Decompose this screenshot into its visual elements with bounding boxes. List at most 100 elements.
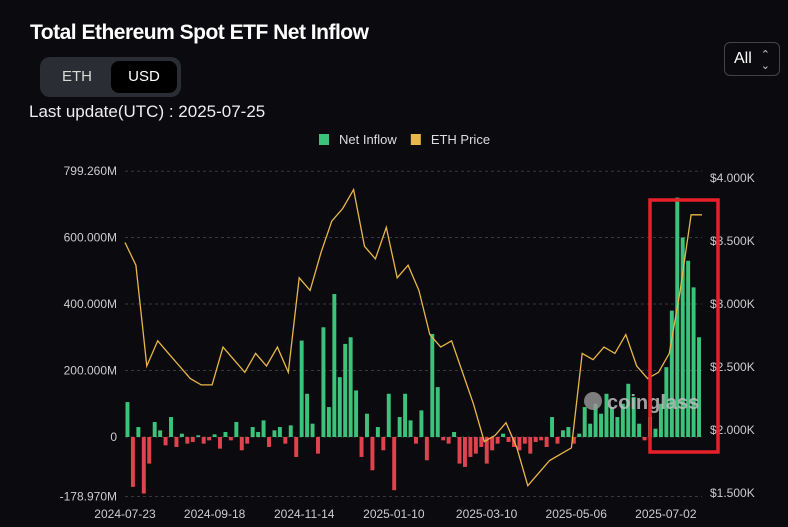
inflow-bar xyxy=(196,435,201,437)
inflow-bar xyxy=(207,437,212,441)
legend-swatch xyxy=(410,134,421,145)
inflow-bar xyxy=(267,437,271,447)
y-tick-left: 799.260M xyxy=(64,164,117,178)
inflow-bar xyxy=(664,367,669,437)
inflow-bar xyxy=(506,437,511,442)
inflow-bar xyxy=(228,437,233,441)
inflow-bar xyxy=(691,287,696,437)
inflow-bar xyxy=(560,430,565,437)
inflow-bar xyxy=(272,430,277,437)
inflow-bar xyxy=(555,437,560,444)
inflow-bar xyxy=(163,437,168,446)
x-tick: 2024-09-18 xyxy=(184,507,246,521)
inflow-bar xyxy=(446,437,451,444)
inflow-bar xyxy=(528,437,533,454)
inflow-bar xyxy=(332,294,337,437)
x-tick: 2025-05-06 xyxy=(546,507,608,521)
legend-label: ETH Price xyxy=(431,132,490,147)
inflow-bar xyxy=(408,420,413,437)
inflow-bar xyxy=(675,197,680,437)
inflow-bar xyxy=(250,427,255,437)
inflow-bar xyxy=(299,340,304,437)
inflow-bar xyxy=(680,237,685,437)
y-tick-right: $2.000K xyxy=(710,423,755,437)
inflow-bar xyxy=(359,437,364,457)
toggle-eth[interactable]: ETH xyxy=(62,68,92,85)
inflow-bar xyxy=(218,437,222,449)
inflow-bar xyxy=(462,437,467,467)
y-tick-right: $3.500K xyxy=(710,234,755,248)
inflow-bar xyxy=(599,413,604,437)
inflow-bar xyxy=(337,377,342,437)
toggle-usd[interactable]: USD xyxy=(111,61,177,93)
inflow-bar xyxy=(468,437,473,457)
x-tick: 2025-01-10 xyxy=(363,507,425,521)
inflow-bar xyxy=(452,432,457,437)
inflow-bar xyxy=(609,407,614,437)
inflow-bar xyxy=(577,433,582,437)
y-tick-right: $2.500K xyxy=(710,360,755,374)
inflow-bar xyxy=(375,427,380,437)
inflow-bar xyxy=(310,423,315,437)
inflow-bar xyxy=(669,310,674,437)
inflow-bar xyxy=(343,343,348,437)
page-title: Total Ethereum Spot ETF Net Inflow xyxy=(30,21,369,44)
x-tick: 2025-03-10 xyxy=(456,507,518,521)
inflow-bar xyxy=(212,434,217,437)
inflow-bar xyxy=(604,393,609,437)
inflow-bar xyxy=(419,410,424,437)
inflow-bar xyxy=(190,437,195,442)
inflow-bar xyxy=(430,333,435,437)
inflow-bar xyxy=(381,437,386,451)
watermark: coinglass xyxy=(607,392,699,414)
inflow-bar xyxy=(582,407,587,437)
inflow-bar xyxy=(637,423,642,437)
inflow-bar xyxy=(294,437,299,457)
inflow-bar xyxy=(501,433,506,437)
y-tick-left: -178.970M xyxy=(60,490,117,504)
inflow-bar xyxy=(593,403,598,437)
eth-price-line xyxy=(124,187,702,488)
inflow-bar xyxy=(201,437,206,444)
inflow-bar xyxy=(424,437,429,461)
inflow-bar xyxy=(435,387,440,437)
range-select[interactable]: All ⌃ ⌄ xyxy=(724,42,780,76)
x-tick: 2024-07-23 xyxy=(94,507,156,521)
inflow-bar xyxy=(354,390,359,437)
inflow-bar xyxy=(365,413,369,437)
inflow-bar xyxy=(473,437,478,454)
last-update: Last update(UTC) : 2025-07-25 xyxy=(29,102,266,121)
inflow-bar xyxy=(642,437,647,441)
inflow-bar xyxy=(234,422,239,437)
inflow-bar xyxy=(588,423,593,437)
inflow-bar xyxy=(245,437,250,444)
inflow-bar xyxy=(316,437,320,454)
y-tick-left: 400.000M xyxy=(64,297,117,311)
y-tick-right: $3.000K xyxy=(710,297,755,311)
inflow-bar xyxy=(533,437,538,442)
inflow-bar xyxy=(571,437,576,444)
x-tick: 2024-11-14 xyxy=(274,507,335,521)
inflow-bar xyxy=(370,437,375,471)
inflow-bar xyxy=(277,427,282,437)
inflow-bar xyxy=(414,437,418,444)
inflow-bar xyxy=(261,420,266,437)
x-tick: 2025-07-02 xyxy=(635,507,697,521)
chevron-up-down-icon: ⌃ ⌄ xyxy=(760,49,770,72)
range-value: All xyxy=(734,50,752,67)
inflow-bar xyxy=(158,430,163,437)
inflow-bar xyxy=(697,337,701,437)
inflow-bar xyxy=(550,417,555,437)
inflow-bar xyxy=(441,437,446,441)
inflow-bar xyxy=(179,433,184,437)
coinglass-logo-icon xyxy=(584,392,602,410)
unit-toggle: ETH USD xyxy=(40,57,181,97)
inflow-bar xyxy=(283,437,288,444)
inflow-bar xyxy=(392,437,397,491)
inflow-bar xyxy=(397,417,402,437)
inflow-bar xyxy=(174,437,179,447)
inflow-bar xyxy=(256,432,261,437)
inflow-bar xyxy=(490,437,495,451)
inflow-bar xyxy=(620,403,625,437)
